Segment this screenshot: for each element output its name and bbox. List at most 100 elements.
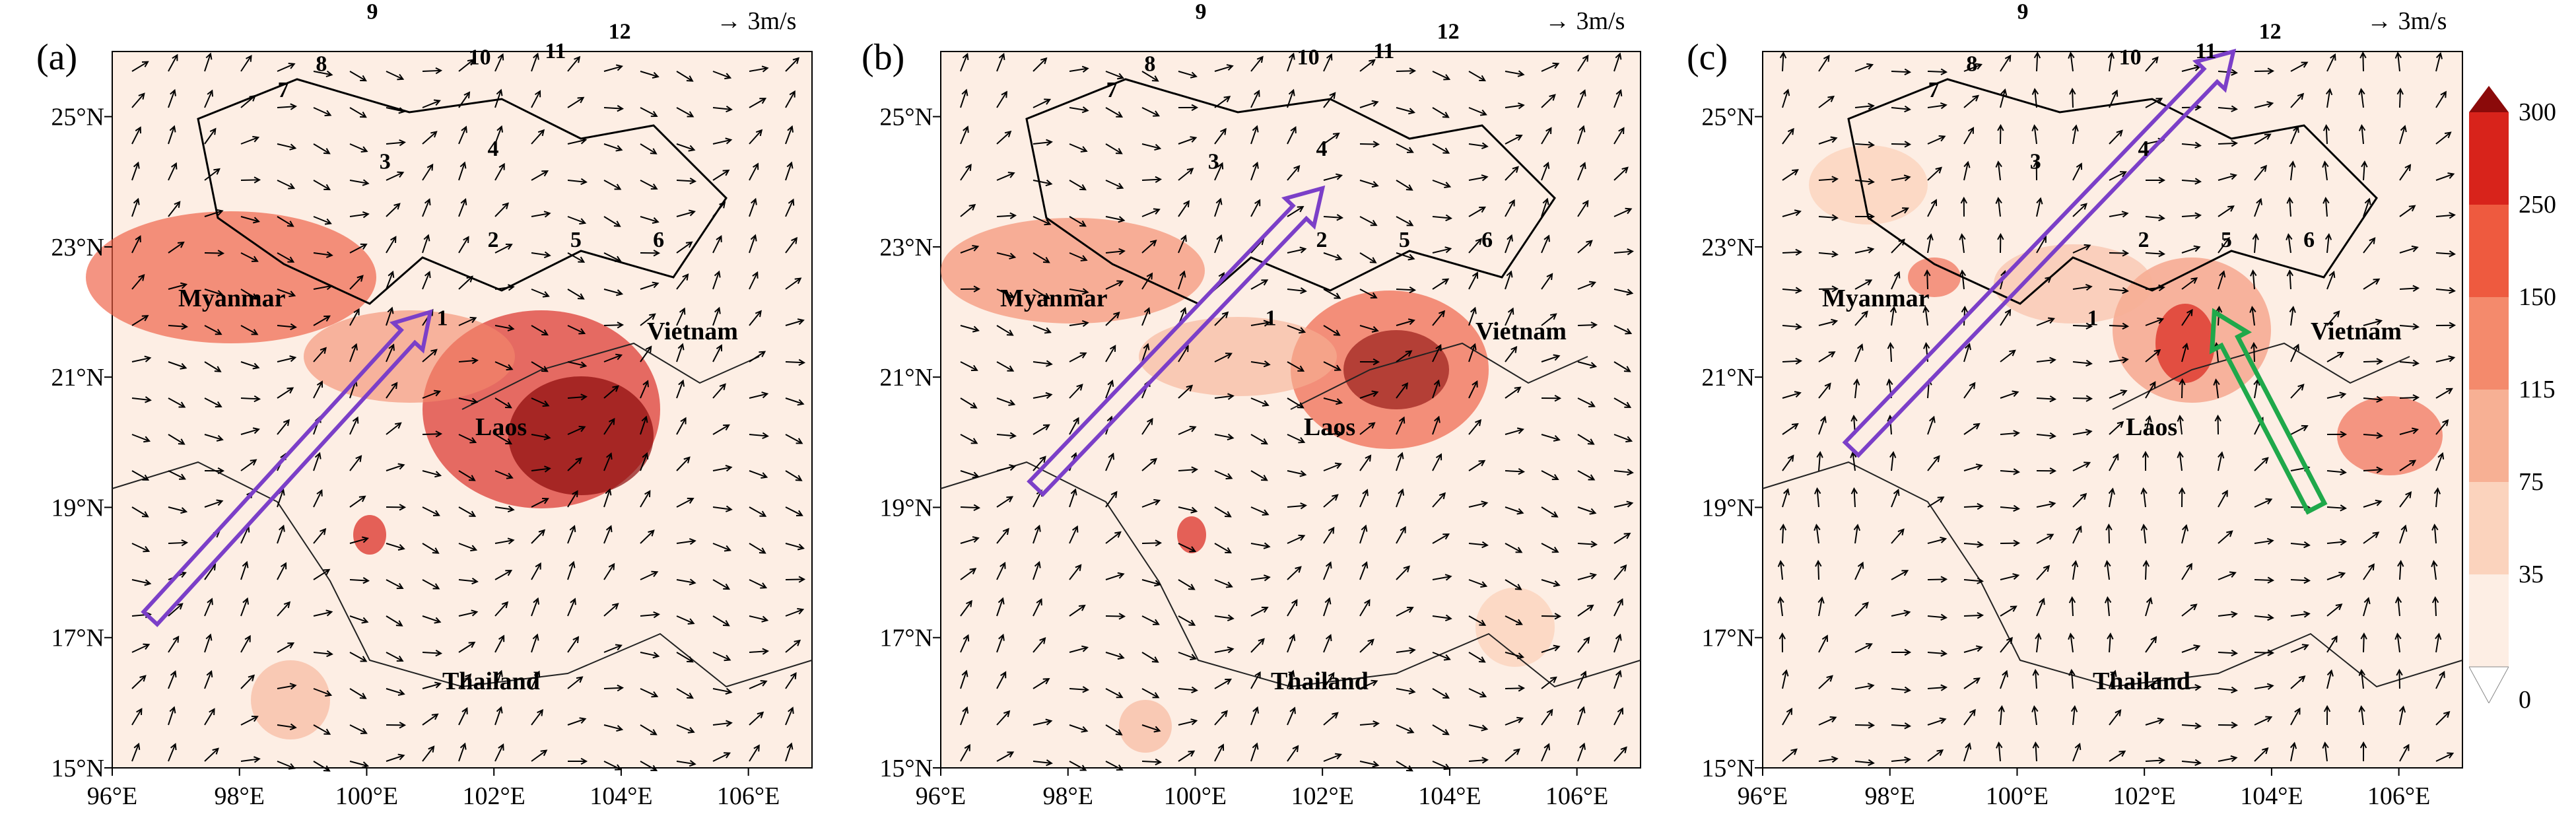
wind-vector-head: [2031, 705, 2039, 712]
wind-vector: [1541, 543, 1559, 553]
wind-vector-head: [180, 507, 188, 514]
wind-vector: [676, 180, 696, 182]
wind-vector: [567, 562, 574, 580]
wind-vector: [2326, 603, 2342, 617]
panel-c-region-vietnam: Vietnam: [2311, 318, 2402, 345]
wind-vector-head: [1326, 53, 1333, 61]
wind-vector-head: [1868, 759, 1875, 767]
wind-vector-head: [1975, 63, 1983, 70]
wind-vector-head: [2194, 722, 2202, 730]
wind-vector: [1105, 491, 1118, 508]
wind-vector-head: [1940, 650, 1948, 657]
wind-vector: [1432, 71, 1450, 80]
wind-vector: [2145, 287, 2164, 290]
wind-vector-head: [323, 765, 331, 772]
wind-vector-head: [467, 59, 475, 66]
wind-vector: [1323, 562, 1332, 580]
wind-vector: [386, 271, 394, 290]
province-number-8: 8: [1144, 52, 1155, 77]
wind-vector: [1178, 579, 1195, 590]
wind-vector: [1613, 90, 1622, 108]
wind-vector: [1505, 579, 1522, 590]
wind-vector-head: [2267, 649, 2275, 656]
wind-vector-head: [1886, 378, 1893, 386]
wind-vector: [1963, 677, 1980, 689]
wind-vector-head: [169, 125, 176, 133]
wind-vector: [2107, 598, 2110, 617]
wind-vector-head: [215, 329, 222, 335]
wind-vector: [1178, 235, 1186, 254]
wind-vector-head: [2000, 88, 2008, 96]
wind-vector: [2399, 397, 2419, 399]
wind-vector-head: [1816, 451, 1823, 458]
lon-tick-label: 100°E: [1164, 782, 1227, 810]
wind-vector: [960, 470, 978, 477]
province-number-1: 1: [2087, 306, 2098, 330]
wind-vector: [494, 744, 504, 762]
wind-vector-head: [2376, 395, 2383, 403]
wind-vector: [240, 716, 258, 726]
wind-vector-head: [2047, 533, 2054, 540]
wind-vector: [386, 71, 403, 80]
wind-vector: [1396, 649, 1415, 653]
wind-vector-head: [2085, 359, 2093, 367]
wind-vector-head: [1586, 604, 1594, 611]
wind-vector: [386, 755, 404, 762]
wind-vector: [494, 286, 514, 290]
wind-vector: [1782, 423, 1798, 435]
wind-vector: [712, 688, 731, 693]
wind-vector-head: [1782, 669, 1789, 677]
wind-vector: [349, 495, 366, 508]
wind-vector-head: [1997, 123, 2004, 131]
wind-vector-head: [1831, 176, 1839, 183]
province-number-4: 4: [2138, 137, 2150, 161]
wind-vector-head: [279, 524, 285, 532]
wind-vector: [1359, 761, 1378, 767]
wind-vector-head: [1299, 246, 1307, 254]
wind-vector: [1178, 168, 1194, 181]
wind-vector: [603, 644, 622, 653]
wind-vector: [2036, 236, 2047, 254]
wind-vector: [960, 246, 978, 254]
wind-vector-head: [1186, 384, 1194, 392]
wind-vector: [1069, 489, 1076, 508]
wind-vector-head: [2375, 318, 2383, 325]
wind-vector: [567, 56, 580, 72]
wind-vector-head: [2068, 596, 2076, 603]
wind-vector-head: [2439, 670, 2445, 678]
wind-vector: [2109, 421, 2124, 435]
wind-vector: [2181, 143, 2200, 147]
wind-vector: [2109, 252, 2128, 254]
wind-vector-head: [2328, 270, 2336, 278]
wind-vector-head: [465, 673, 472, 681]
wind-vector-head: [1824, 382, 1831, 390]
wind-vector: [1033, 637, 1046, 653]
wind-vector-head: [642, 452, 649, 460]
wind-vector-head: [242, 561, 249, 568]
wind-vector: [1613, 470, 1633, 473]
wind-vector-head: [1621, 166, 1629, 174]
wind-vector-head: [1365, 454, 1372, 462]
wind-vector-head: [2111, 89, 2118, 97]
wind-vector-head: [759, 98, 767, 104]
wind-vector-head: [1542, 197, 1549, 205]
wind-vector-head: [1403, 565, 1410, 572]
wind-vector-head: [435, 67, 443, 75]
wind-vector-head: [1073, 417, 1079, 425]
wind-vector: [1613, 533, 1631, 544]
wind-vector: [1323, 92, 1336, 108]
wind-vector-head: [1551, 547, 1559, 553]
wind-vector: [1323, 527, 1335, 544]
wind-vector-head: [1227, 393, 1235, 400]
wind-vector: [603, 180, 621, 190]
wind-vector-head: [608, 417, 615, 425]
colorbar-min-extension: [2468, 666, 2509, 704]
panel-b-region-laos: Laos: [1304, 413, 1356, 441]
wind-vector: [1963, 743, 1971, 762]
lon-tick-label: 106°E: [1545, 782, 1608, 810]
wind-vector-head: [1627, 248, 1634, 256]
panel-a-reference-label: 3m/s: [747, 7, 797, 35]
wind-vector: [2290, 675, 2305, 689]
wind-vector: [2000, 605, 2017, 617]
wind-vector-head: [792, 57, 800, 64]
